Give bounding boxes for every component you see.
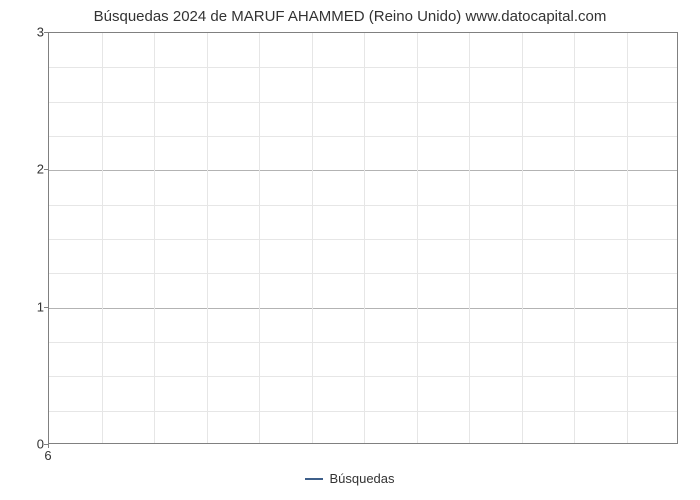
- x-tick-mark: [48, 444, 49, 448]
- gridline-h: [49, 308, 677, 309]
- gridline-v: [154, 33, 155, 443]
- y-tick-label: 3: [14, 25, 44, 40]
- legend-label: Búsquedas: [329, 471, 394, 486]
- gridline-h: [49, 67, 677, 68]
- gridline-v: [469, 33, 470, 443]
- plot-area: [48, 32, 678, 444]
- y-tick-label: 1: [14, 299, 44, 314]
- gridline-h: [49, 239, 677, 240]
- gridline-v: [522, 33, 523, 443]
- y-tick-mark: [44, 169, 48, 170]
- line-chart: Búsquedas 2024 de MARUF AHAMMED (Reino U…: [0, 8, 700, 488]
- gridline-v: [312, 33, 313, 443]
- gridline-v: [627, 33, 628, 443]
- gridline-v: [417, 33, 418, 443]
- gridline-v: [259, 33, 260, 443]
- gridline-v: [574, 33, 575, 443]
- chart-title: Búsquedas 2024 de MARUF AHAMMED (Reino U…: [0, 8, 700, 25]
- gridline-h: [49, 102, 677, 103]
- gridline-h: [49, 411, 677, 412]
- gridline-h: [49, 170, 677, 171]
- gridline-h: [49, 376, 677, 377]
- gridline-h: [49, 273, 677, 274]
- legend-swatch: [305, 478, 323, 480]
- gridline-v: [102, 33, 103, 443]
- legend: Búsquedas: [0, 470, 700, 486]
- y-tick-mark: [44, 32, 48, 33]
- x-tick-label: 6: [44, 448, 51, 463]
- y-tick-label: 2: [14, 162, 44, 177]
- gridline-h: [49, 205, 677, 206]
- y-tick-mark: [44, 307, 48, 308]
- gridline-v: [364, 33, 365, 443]
- y-tick-label: 0: [14, 437, 44, 452]
- gridline-h: [49, 342, 677, 343]
- gridline-v: [207, 33, 208, 443]
- gridline-h: [49, 136, 677, 137]
